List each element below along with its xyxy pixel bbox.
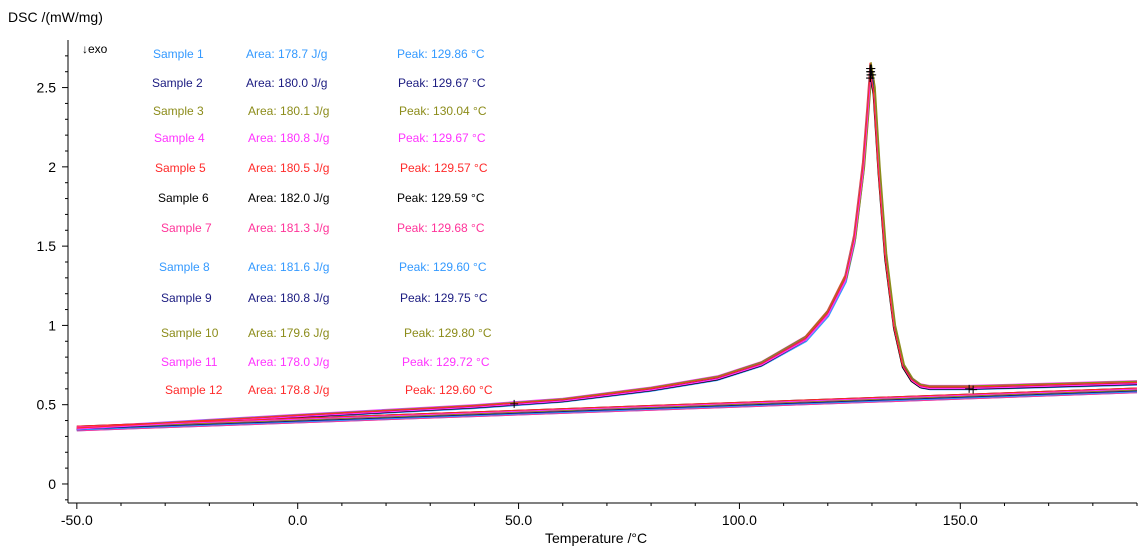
legend-area-value: Area: 178.7 J/g bbox=[246, 47, 328, 61]
legend-area-value: Area: 182.0 J/g bbox=[248, 191, 330, 205]
legend-sample-name: Sample 3 bbox=[153, 104, 204, 118]
legend-sample-name: Sample 4 bbox=[154, 131, 205, 145]
dsc-curve-11 bbox=[76, 74, 1138, 430]
legend-sample-name: Sample 7 bbox=[161, 221, 212, 235]
legend-sample-name: Sample 2 bbox=[152, 76, 203, 90]
legend-area-value: Area: 181.6 J/g bbox=[248, 260, 330, 274]
dsc-curve-1 bbox=[76, 76, 1138, 431]
legend-peak-value: Peak: 129.80 °C bbox=[404, 326, 492, 340]
legend-area-value: Area: 178.8 J/g bbox=[248, 383, 330, 397]
dsc-curve-6 bbox=[76, 75, 1138, 431]
dsc-curve-12 bbox=[76, 70, 1138, 429]
legend-peak-value: Peak: 129.60 °C bbox=[405, 383, 493, 397]
baseline-10 bbox=[76, 389, 1138, 429]
legend-area-value: Area: 181.3 J/g bbox=[248, 221, 330, 235]
legend-peak-value: Peak: 129.86 °C bbox=[397, 47, 485, 61]
legend-area-value: Area: 180.0 J/g bbox=[246, 76, 328, 90]
legend-area-value: Area: 180.8 J/g bbox=[248, 131, 330, 145]
x-tick-label: 100.0 bbox=[722, 512, 757, 528]
x-tick-label: 50.0 bbox=[505, 512, 532, 528]
legend-sample-name: Sample 8 bbox=[159, 260, 210, 274]
x-tick-label: 150.0 bbox=[943, 512, 978, 528]
dsc-curve-4 bbox=[76, 64, 1138, 428]
y-tick-label: 0 bbox=[48, 476, 56, 492]
exo-direction-label: ↓exo bbox=[82, 42, 108, 56]
dsc-curve-5 bbox=[76, 62, 1138, 430]
legend-sample-name: Sample 12 bbox=[165, 383, 223, 397]
dsc-curve-10 bbox=[76, 62, 1138, 429]
dsc-curve-7 bbox=[76, 71, 1138, 430]
legend-sample-name: Sample 5 bbox=[155, 161, 206, 175]
legend-peak-value: Peak: 129.59 °C bbox=[397, 191, 485, 205]
legend-peak-value: Peak: 129.57 °C bbox=[400, 161, 488, 175]
legend-area-value: Area: 179.6 J/g bbox=[248, 326, 330, 340]
baseline-11 bbox=[76, 388, 1138, 428]
legend-sample-name: Sample 11 bbox=[161, 355, 218, 369]
legend-area-value: Area: 178.0 J/g bbox=[248, 355, 330, 369]
y-tick-label: 2.5 bbox=[37, 80, 57, 96]
legend-sample-name: Sample 10 bbox=[161, 326, 219, 340]
legend-area-value: Area: 180.8 J/g bbox=[248, 291, 330, 305]
baseline-7 bbox=[76, 392, 1138, 432]
legend-peak-value: Peak: 130.04 °C bbox=[399, 104, 487, 118]
legend-peak-value: Peak: 129.68 °C bbox=[397, 221, 485, 235]
dsc-curve-8 bbox=[76, 67, 1138, 429]
legend-area-value: Area: 180.1 J/g bbox=[248, 104, 330, 118]
y-axis-label: DSC /(mW/mg) bbox=[8, 9, 103, 25]
x-tick-label: -50.0 bbox=[61, 512, 93, 528]
x-tick-label: 0.0 bbox=[288, 512, 308, 528]
curves bbox=[76, 62, 1138, 432]
legend-peak-value: Peak: 129.75 °C bbox=[400, 291, 488, 305]
y-tick-label: 1 bbox=[48, 317, 56, 333]
legend-sample-name: Sample 9 bbox=[161, 291, 212, 305]
legend-sample-name: Sample 6 bbox=[158, 191, 209, 205]
legend-peak-value: Peak: 129.67 °C bbox=[398, 76, 486, 90]
dsc-curve-9 bbox=[76, 66, 1138, 430]
baseline-12 bbox=[76, 387, 1138, 427]
baseline-9 bbox=[76, 390, 1138, 430]
integration-markers bbox=[510, 64, 978, 408]
legend-peak-value: Peak: 129.60 °C bbox=[399, 260, 487, 274]
dsc-curve-3 bbox=[76, 68, 1138, 429]
y-tick-label: 2 bbox=[48, 159, 56, 175]
y-tick-label: 1.5 bbox=[37, 238, 57, 254]
axes: 0 0.5 1 1.5 2 2.5 -50.0 0.0 50.0 100.0 150.0 bbox=[37, 40, 1138, 528]
legend-peak-value: Peak: 129.67 °C bbox=[398, 131, 486, 145]
x-axis-label: Temperature /°C bbox=[545, 530, 648, 546]
dsc-curve-2 bbox=[76, 72, 1138, 430]
baseline-8 bbox=[76, 391, 1138, 431]
legend-sample-name: Sample 1 bbox=[153, 47, 204, 61]
y-tick-label: 0.5 bbox=[37, 397, 57, 413]
legend-peak-value: Peak: 129.72 °C bbox=[402, 355, 490, 369]
legend-area-value: Area: 180.5 J/g bbox=[248, 161, 330, 175]
